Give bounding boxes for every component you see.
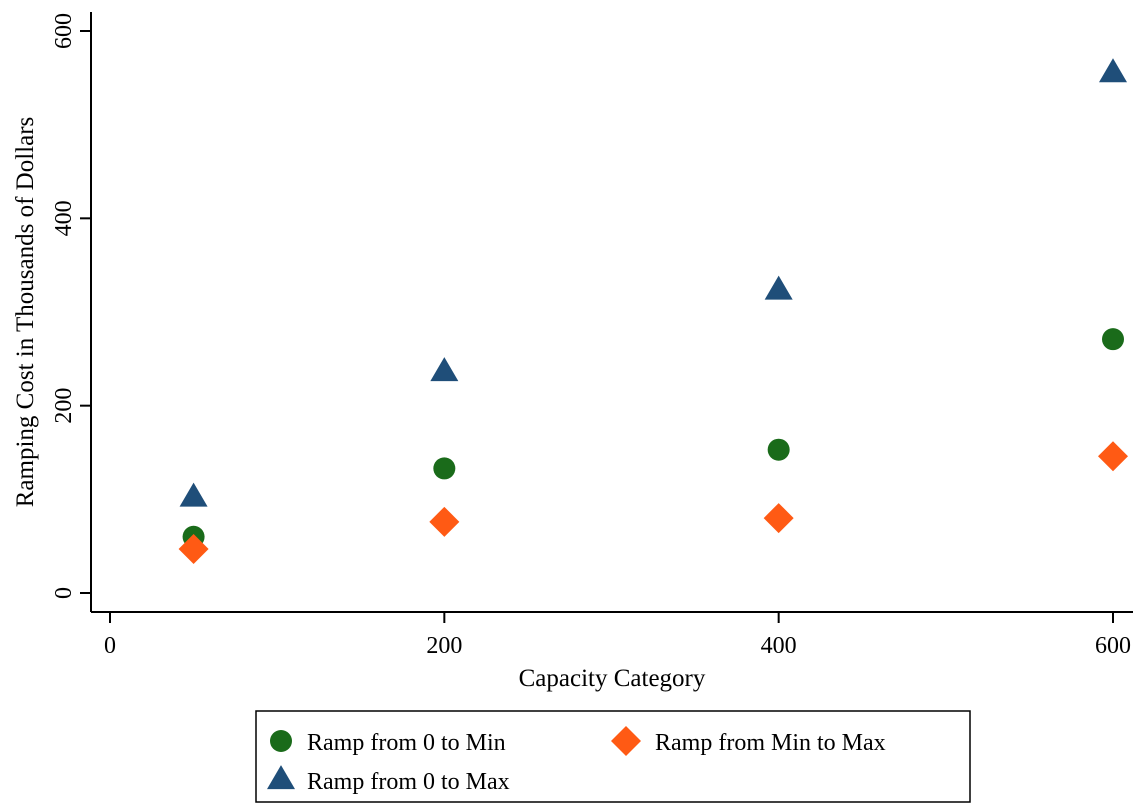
x-tick-label: 0 <box>104 633 116 659</box>
x-axis: 0 200 400 600 <box>91 611 1133 659</box>
legend-marker-diamond <box>611 726 641 756</box>
data-point-triangle <box>764 275 793 300</box>
legend-marker-triangle <box>267 765 295 790</box>
data-point-diamond <box>178 533 209 564</box>
data-points <box>178 58 1128 564</box>
x-axis-title: Capacity Category <box>519 665 706 692</box>
y-axis-title: Ramping Cost in Thousands of Dollars <box>12 117 39 508</box>
legend: Ramp from 0 to Min Ramp from Min to Max Ra… <box>255 710 971 803</box>
y-tick-label: 400 <box>51 200 77 236</box>
series-triangle <box>179 58 1127 507</box>
series-circle <box>182 328 1124 548</box>
legend-label: Ramp from 0 to Max <box>307 769 510 795</box>
y-axis: 0 200 400 600 <box>51 12 92 612</box>
data-point-diamond <box>763 503 794 534</box>
data-point-diamond <box>429 506 460 537</box>
x-tick-label: 200 <box>426 633 462 659</box>
data-point-triangle <box>179 482 208 507</box>
legend-item: Ramp from Min to Max <box>611 726 886 756</box>
x-tick-label: 400 <box>761 633 797 659</box>
data-point-triangle <box>430 357 459 382</box>
legend-item: Ramp from 0 to Min <box>270 730 506 756</box>
legend-box <box>255 710 971 803</box>
y-tick-label: 600 <box>51 13 77 49</box>
legend-label: Ramp from Min to Max <box>655 730 886 756</box>
y-tick-label: 200 <box>51 388 77 424</box>
x-tick-label: 600 <box>1095 633 1131 659</box>
data-point-circle <box>1102 328 1124 351</box>
legend-marker-circle <box>270 730 292 752</box>
data-point-circle <box>433 457 456 480</box>
data-point-triangle <box>1099 58 1127 83</box>
legend-item: Ramp from 0 to Max <box>267 765 510 795</box>
series-diamond <box>178 441 1128 564</box>
legend-label: Ramp from 0 to Min <box>307 730 506 756</box>
data-point-diamond <box>1098 441 1128 472</box>
data-point-circle <box>767 438 790 461</box>
y-tick-label: 0 <box>51 587 77 599</box>
